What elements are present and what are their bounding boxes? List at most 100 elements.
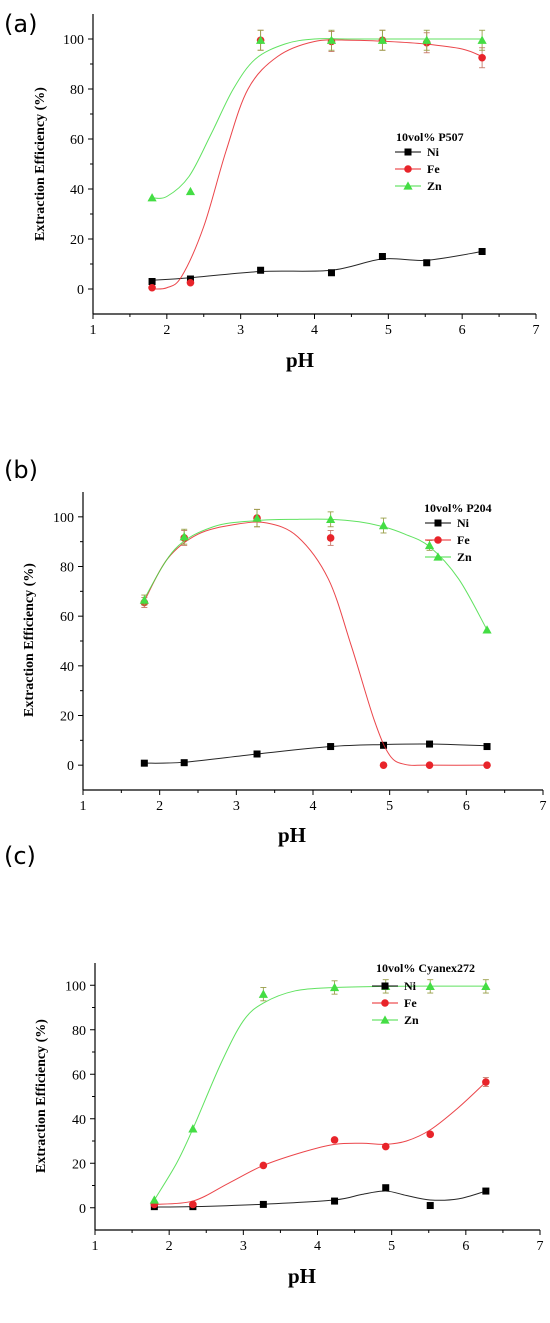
x-tick-label: 3 [240,1239,247,1254]
legend-label-fe: Fe [427,162,440,176]
series-curve-ni [144,743,488,764]
data-point-ni [423,259,431,267]
series-ni [148,248,486,285]
chart-panel-2: (b) 1 2 3 4 5 6 7 0 20 40 60 80 100 pH Extraction Effic… [4,456,547,847]
data-point-zn [147,193,157,202]
x-tick-label: 6 [463,799,470,814]
y-tick-label: 0 [79,1202,86,1217]
x-tick-label: 2 [156,799,163,814]
y-tick-label: 60 [70,133,84,148]
y-tick-label: 0 [77,283,84,298]
legend-marker-ni [381,982,389,990]
data-point-ni [140,759,148,767]
data-point-ni [327,269,335,277]
data-point-ni [426,1202,434,1210]
x-tick-label: 5 [385,323,392,338]
y-axis-title: Extraction Efficiency (%) [34,1019,49,1173]
data-point-zn [185,186,196,196]
data-point-ni [482,1187,490,1195]
x-tick-label: 7 [533,323,540,338]
data-point-ni [483,743,491,751]
series-zn [139,508,492,634]
x-tick-label: 6 [462,1239,469,1254]
y-tick-label: 0 [67,759,74,774]
legend-label-fe: Fe [404,996,417,1010]
x-axis-title: pH [286,348,314,372]
x-tick-label: 4 [311,323,318,338]
data-point-zn [139,595,149,604]
x-tick-label: 4 [314,1239,321,1254]
data-point-zn [477,35,487,44]
panel-label: (b) [4,456,38,484]
legend-marker-fe [381,999,389,1007]
legend-marker-fe [404,165,412,173]
chart-panel-1: (a) 1 2 3 4 5 6 7 0 20 40 60 80 100 pH Extraction Effic… [4,10,540,372]
y-axis-title: Extraction Efficiency (%) [33,87,48,241]
y-tick-label: 20 [60,710,74,725]
data-point-zn [252,513,262,522]
legend-label-ni: Ni [457,516,470,530]
series-curve-zn [153,985,486,1201]
data-point-fe [259,1161,268,1170]
x-tick-label: 1 [92,1239,99,1254]
x-tick-label: 3 [237,323,244,338]
data-point-ni [259,1200,267,1208]
y-tick-label: 80 [72,1024,86,1039]
x-axis-title: pH [288,1264,316,1288]
legend-label-ni: Ni [404,979,417,993]
data-point-fe [482,1078,490,1086]
data-point-ni [180,759,188,767]
data-point-fe [330,1136,339,1144]
legend-label-ni: Ni [427,145,440,159]
data-point-zn [481,981,491,991]
legend-label-fe: Fe [457,533,470,547]
legend-label-zn: Zn [427,179,442,193]
series-fe [148,29,486,292]
x-tick-label: 1 [90,323,97,338]
legend-marker-ni [434,519,442,527]
data-point-fe [379,761,388,769]
series-curve-ni [154,1190,486,1208]
data-point-ni [382,1184,390,1192]
data-point-zn [179,532,189,541]
legend: 10vol% Cyanex272 Ni Fe Zn [372,961,475,1027]
x-tick-label: 5 [388,1239,395,1254]
panel-label: (a) [4,10,37,38]
y-tick-label: 20 [72,1157,86,1172]
data-point-fe [326,534,335,542]
data-point-zn [378,520,389,530]
data-point-fe [189,1200,197,1209]
y-tick-label: 20 [70,233,84,248]
legend-title: 10vol% Cyanex272 [376,961,475,975]
x-tick-label: 2 [166,1239,173,1254]
data-point-ni [148,278,156,285]
legend-marker-ni [404,148,412,156]
data-point-zn [326,35,337,44]
data-point-zn [425,981,435,991]
x-tick-label: 4 [310,799,317,814]
data-point-zn [326,514,336,523]
data-point-zn [258,989,268,998]
y-tick-label: 100 [65,979,86,994]
series-zn [149,979,491,1204]
data-point-ni [253,750,261,758]
series-fe [150,1077,490,1209]
data-point-ni [257,266,265,274]
legend-marker-zn [403,181,413,190]
data-point-zn [482,625,492,634]
y-tick-label: 40 [70,183,84,198]
data-point-ni [380,741,388,749]
y-tick-label: 40 [60,660,74,675]
legend-marker-fe [434,536,442,544]
data-point-zn [329,982,340,992]
x-axis-title: pH [278,823,306,847]
data-point-fe [483,761,491,769]
data-point-ni [426,740,434,748]
y-tick-label: 80 [60,561,74,576]
y-tick-label: 100 [53,511,74,526]
panel-label: (c) [4,842,36,870]
data-point-ni [378,253,386,260]
y-tick-label: 40 [72,1113,86,1128]
series-curve-fe [143,521,488,766]
